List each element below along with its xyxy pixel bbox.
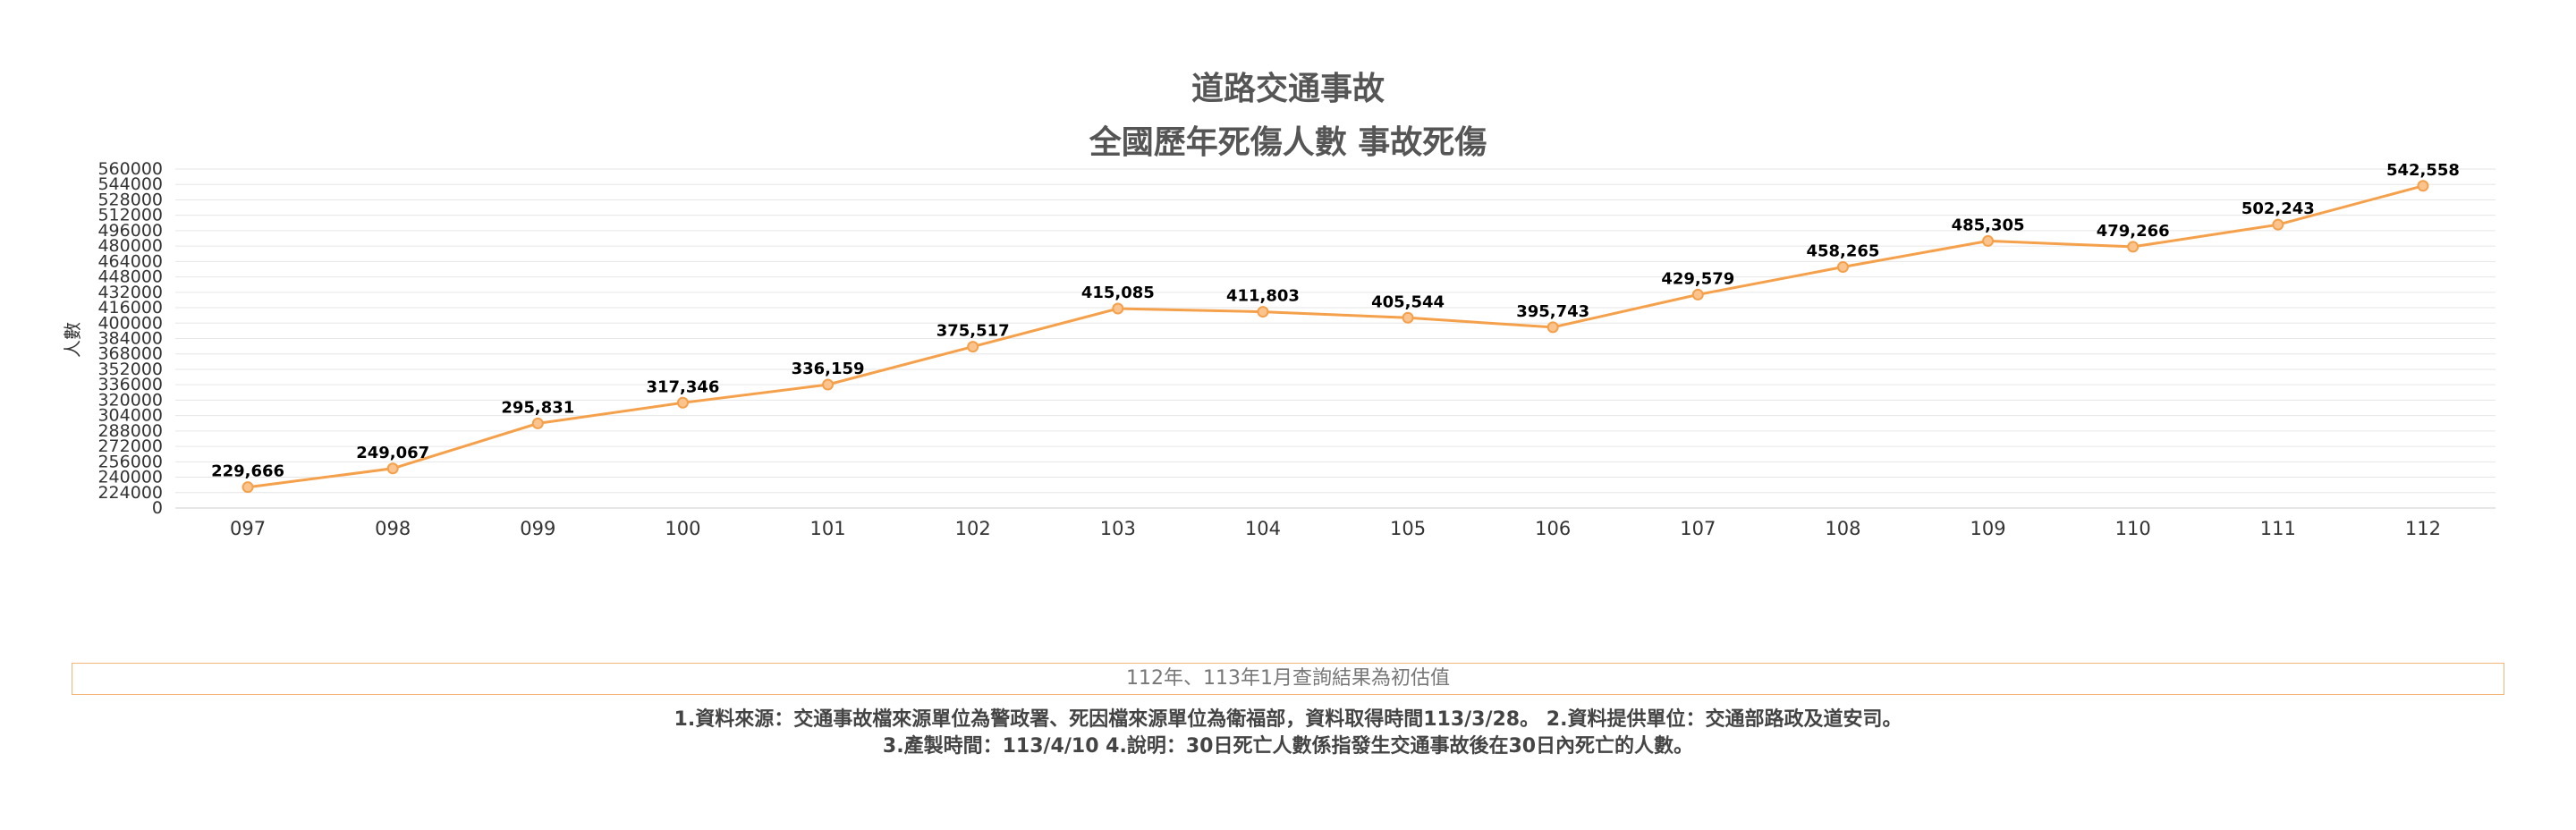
data-point[interactable] <box>531 417 544 429</box>
data-label: 415,085 <box>1081 284 1155 302</box>
x-tick-label: 102 <box>955 518 991 539</box>
data-point[interactable] <box>1257 306 1269 318</box>
y-tick-label: 256000 <box>97 452 163 471</box>
y-tick-label: 544000 <box>97 174 163 194</box>
chart-subtitle: 全國歷年死傷人數 事故死傷 <box>1089 124 1487 161</box>
data-label: 405,544 <box>1371 292 1445 311</box>
preliminary-note: 112年、113年1月查詢結果為初估值 <box>72 663 2504 695</box>
y-tick-label: 464000 <box>97 251 163 271</box>
data-label: 485,305 <box>1952 216 2025 234</box>
y-axis-label: 人數 <box>62 322 83 358</box>
x-tick-label: 108 <box>1825 518 1860 539</box>
y-tick-label: 240000 <box>97 468 163 487</box>
y-tick-label: 224000 <box>97 483 163 503</box>
data-label: 411,803 <box>1226 287 1300 306</box>
data-label: 336,159 <box>792 360 865 378</box>
y-tick-label: 480000 <box>97 236 163 256</box>
y-tick-label: 496000 <box>97 221 163 241</box>
y-tick-label: 560000 <box>97 159 163 179</box>
data-label: 317,346 <box>646 377 719 396</box>
y-tick-label: 416000 <box>97 298 163 318</box>
y-tick-label: 352000 <box>97 360 163 379</box>
footer-explanation-note: 3.產製時間：113/4/10 4.說明：30日死亡人數係指發生交通事故後在30… <box>882 735 1694 758</box>
data-label: 458,265 <box>1806 242 1879 261</box>
data-label: 429,579 <box>1661 269 1734 288</box>
line-chart: 5600005440005280005120004960004800004640… <box>62 159 2496 539</box>
y-tick-label: 400000 <box>97 313 163 333</box>
data-points <box>242 180 2429 494</box>
x-axis: 097 098 099 100 101 102 103 104 105 106 107 108 109 1… <box>175 507 2496 539</box>
footer-source-note: 1.資料來源：交通事故檔來源單位為警政署、死因檔來源單位為衛福部，資料取得時間1… <box>674 708 1902 731</box>
data-labels: 229,666 249,067 295,831 317,346 336,159 375,5… <box>211 161 2460 481</box>
data-point[interactable] <box>967 341 979 353</box>
data-point[interactable] <box>2127 241 2140 253</box>
x-tick-label: 098 <box>375 518 411 539</box>
x-tick-label: 109 <box>1970 518 2006 539</box>
data-label: 479,266 <box>2097 222 2170 241</box>
x-tick-label: 106 <box>1535 518 1571 539</box>
grid-layer <box>175 168 2496 509</box>
y-tick-label: 272000 <box>97 436 163 456</box>
data-label: 542,558 <box>2386 161 2460 180</box>
chart-title: 道路交通事故 <box>1191 71 1385 107</box>
data-point[interactable] <box>1982 234 1995 247</box>
data-point[interactable] <box>1691 288 1704 301</box>
x-tick-label: 103 <box>1100 518 1136 539</box>
x-tick-label: 110 <box>2115 518 2151 539</box>
data-label: 502,243 <box>2241 199 2315 218</box>
data-point[interactable] <box>822 378 835 391</box>
y-tick-label: 528000 <box>97 190 163 209</box>
y-tick-label: 0 <box>152 498 163 518</box>
y-tick-label: 288000 <box>97 421 163 441</box>
data-label: 395,743 <box>1516 302 1589 321</box>
data-point[interactable] <box>1546 321 1559 334</box>
data-point[interactable] <box>1112 302 1124 315</box>
y-tick-label: 304000 <box>97 406 163 426</box>
data-label: 249,067 <box>356 444 429 462</box>
data-point[interactable] <box>1836 261 1849 274</box>
x-tick-label: 107 <box>1680 518 1716 539</box>
data-point[interactable] <box>386 462 399 475</box>
x-tick-label: 111 <box>2260 518 2296 539</box>
x-tick-label: 105 <box>1390 518 1426 539</box>
y-tick-label: 320000 <box>97 390 163 410</box>
data-label: 375,517 <box>936 322 1010 341</box>
x-tick-label: 097 <box>230 518 266 539</box>
y-tick-label: 384000 <box>97 329 163 349</box>
data-label: 229,666 <box>211 462 284 481</box>
x-tick-label: 099 <box>520 518 555 539</box>
data-point[interactable] <box>2417 180 2429 192</box>
data-label: 295,831 <box>501 398 574 417</box>
y-axis: 5600005440005280005120004960004800004640… <box>97 159 163 518</box>
series-line <box>247 184 2424 489</box>
y-tick-label: 432000 <box>97 283 163 302</box>
x-tick-label: 100 <box>665 518 700 539</box>
x-tick-label: 101 <box>810 518 846 539</box>
x-tick-label: 112 <box>2405 518 2441 539</box>
x-tick-label: 104 <box>1245 518 1281 539</box>
data-point[interactable] <box>2272 218 2284 231</box>
y-tick-label: 512000 <box>97 206 163 225</box>
data-point[interactable] <box>242 481 254 494</box>
y-tick-label: 448000 <box>97 267 163 287</box>
data-point[interactable] <box>1402 311 1414 324</box>
data-point[interactable] <box>676 396 689 409</box>
y-tick-label: 336000 <box>97 375 163 394</box>
y-tick-label: 368000 <box>97 344 163 364</box>
